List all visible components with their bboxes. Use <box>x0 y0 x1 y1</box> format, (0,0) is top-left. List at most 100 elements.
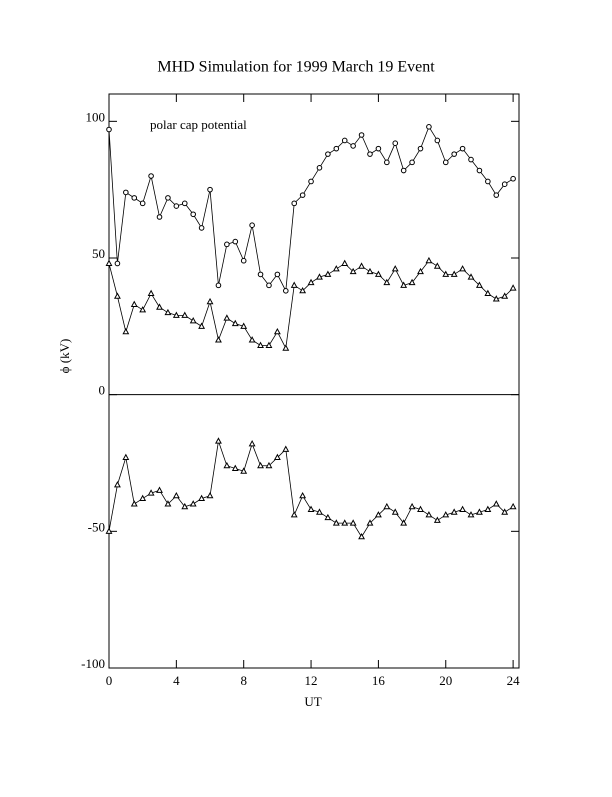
marker <box>426 124 432 130</box>
marker <box>173 203 180 209</box>
marker <box>156 214 163 220</box>
marker <box>375 145 382 152</box>
marker <box>299 491 307 499</box>
marker <box>223 461 231 469</box>
marker <box>131 195 138 201</box>
series-line <box>108 125 514 293</box>
marker <box>459 265 467 272</box>
y-tick-label: 0 <box>99 383 106 398</box>
marker <box>139 494 147 502</box>
marker <box>341 259 349 266</box>
marker <box>113 481 121 488</box>
marker <box>274 271 281 278</box>
marker <box>468 156 474 163</box>
marker <box>451 151 457 157</box>
marker <box>172 491 180 499</box>
marker <box>434 137 441 144</box>
marker <box>198 322 206 329</box>
marker <box>207 186 213 193</box>
marker <box>409 159 415 166</box>
x-tick-label: 20 <box>439 673 452 688</box>
x-tick-label: 4 <box>173 673 180 688</box>
marker <box>425 256 433 264</box>
marker <box>266 282 272 289</box>
marker <box>189 500 197 507</box>
marker <box>450 508 458 515</box>
marker <box>206 297 214 305</box>
marker <box>392 140 399 146</box>
marker <box>400 519 408 526</box>
marker <box>425 511 433 518</box>
marker <box>391 265 399 272</box>
marker <box>349 267 357 275</box>
marker <box>240 467 248 474</box>
marker <box>190 211 196 218</box>
marker <box>113 292 121 299</box>
marker <box>198 494 206 502</box>
marker <box>181 311 189 318</box>
series-line <box>108 441 514 538</box>
marker <box>215 282 222 289</box>
marker <box>485 178 491 185</box>
marker <box>231 319 239 327</box>
marker <box>257 271 264 278</box>
x-tick-label: 8 <box>240 673 247 688</box>
marker <box>475 281 483 288</box>
x-tick-label: 12 <box>305 673 318 688</box>
marker <box>122 453 130 461</box>
marker <box>341 137 348 144</box>
marker <box>206 491 214 499</box>
marker <box>164 308 172 316</box>
marker <box>459 505 467 512</box>
marker <box>198 225 205 231</box>
marker <box>417 267 424 275</box>
marker <box>467 273 475 280</box>
marker <box>358 132 365 138</box>
marker <box>417 505 424 512</box>
marker <box>106 126 112 133</box>
marker <box>366 519 374 526</box>
marker <box>240 257 247 264</box>
marker <box>139 200 146 207</box>
marker <box>130 500 138 507</box>
marker <box>172 311 180 318</box>
plot-frame <box>108 93 520 669</box>
marker <box>324 513 332 521</box>
marker <box>123 189 129 196</box>
marker <box>105 259 113 266</box>
marker <box>408 278 416 286</box>
marker <box>265 341 273 348</box>
marker <box>231 464 239 471</box>
marker <box>450 270 458 277</box>
marker <box>433 516 441 523</box>
x-axis-label: UT <box>304 694 321 709</box>
marker <box>232 238 239 245</box>
marker <box>299 286 307 294</box>
marker <box>291 200 298 207</box>
marker <box>442 270 450 277</box>
marker <box>130 300 138 307</box>
marker <box>248 440 256 447</box>
marker <box>307 278 315 286</box>
marker <box>105 527 113 534</box>
marker <box>467 511 475 518</box>
marker <box>257 461 264 469</box>
marker <box>350 143 356 149</box>
marker <box>358 532 366 540</box>
marker <box>383 278 391 286</box>
marker <box>308 178 314 185</box>
marker <box>492 500 500 507</box>
marker <box>341 519 349 526</box>
marker <box>509 502 517 510</box>
marker <box>148 173 154 179</box>
marker <box>249 222 255 228</box>
annotation: polar cap potential <box>150 117 247 132</box>
marker <box>223 314 231 321</box>
marker <box>316 508 323 515</box>
marker <box>181 502 189 510</box>
y-tick-label: -100 <box>81 656 105 671</box>
marker <box>273 327 281 335</box>
marker <box>492 295 500 302</box>
x-tick-label: 24 <box>507 673 521 688</box>
marker <box>282 344 290 351</box>
